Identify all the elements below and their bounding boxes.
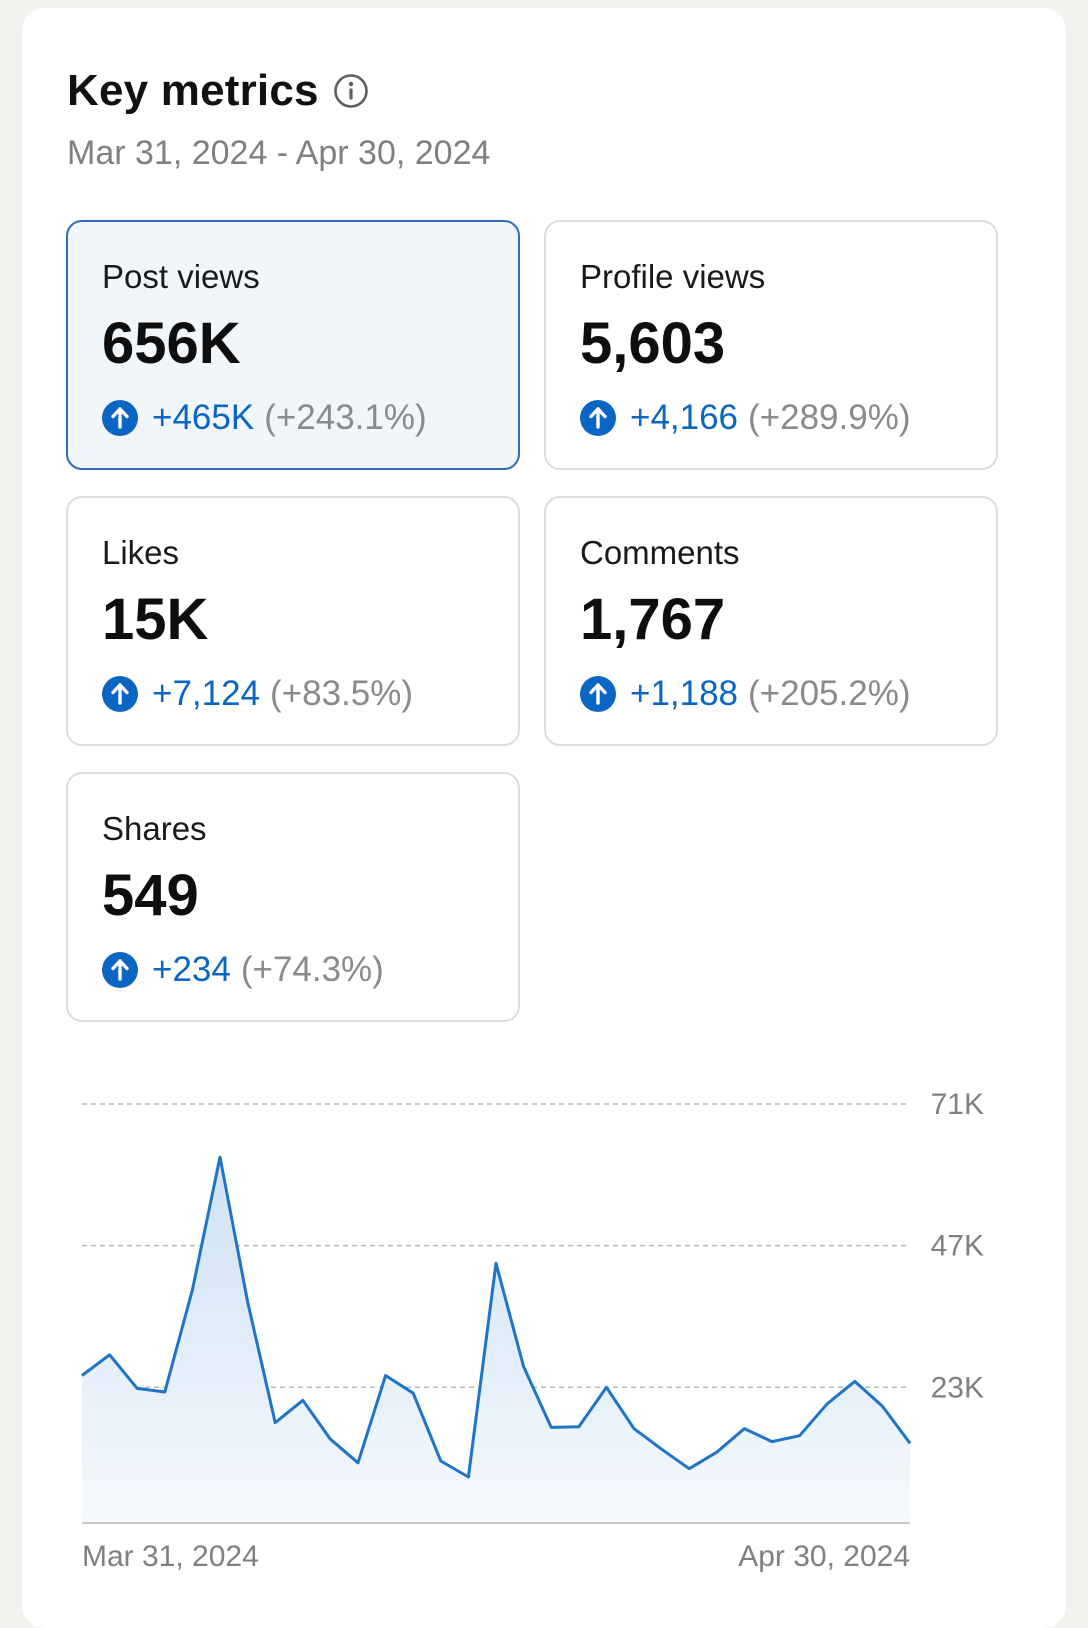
arrow-up-circle-icon	[102, 400, 138, 436]
data-point[interactable]	[159, 1386, 171, 1398]
metric-delta: +1,188	[630, 674, 739, 713]
data-point[interactable]	[794, 1430, 806, 1442]
area-fill	[82, 1157, 910, 1523]
metric-change: +1,188 (+205.2%)	[580, 674, 911, 714]
metric-value: 15K	[102, 587, 209, 652]
data-point[interactable]	[904, 1437, 916, 1449]
data-point[interactable]	[380, 1369, 392, 1381]
metric-change: +234 (+74.3%)	[102, 950, 384, 990]
arrow-up-circle-icon	[580, 400, 616, 436]
metric-label: Likes	[102, 534, 180, 571]
metric-value: 549	[102, 863, 199, 928]
data-point[interactable]	[849, 1375, 861, 1387]
data-point[interactable]	[242, 1296, 254, 1308]
data-point[interactable]	[876, 1400, 888, 1412]
data-point[interactable]	[186, 1284, 198, 1296]
arrow-up-circle-icon	[102, 676, 138, 712]
data-point[interactable]	[104, 1349, 116, 1361]
data-point[interactable]	[490, 1257, 502, 1269]
metric-change: +7,124 (+83.5%)	[102, 674, 413, 714]
data-point[interactable]	[683, 1463, 695, 1475]
metric-change: +4,166 (+289.9%)	[580, 398, 911, 438]
data-point[interactable]	[269, 1417, 281, 1429]
metric-card-post-views[interactable]: Post views 656K +465K (+243.1%)	[66, 220, 520, 470]
metric-change: +465K (+243.1%)	[102, 398, 427, 438]
date-range: Mar 31, 2024 - Apr 30, 2024	[67, 134, 491, 172]
metric-value: 1,767	[580, 587, 726, 652]
arrow-up-circle-icon	[580, 676, 616, 712]
title-row: Key metrics	[67, 66, 369, 116]
data-point[interactable]	[628, 1423, 640, 1435]
metric-delta: +7,124	[152, 674, 261, 713]
key-metrics-card: Key metrics Mar 31, 2024 - Apr 30, 2024 …	[22, 8, 1066, 1628]
data-point[interactable]	[435, 1455, 447, 1467]
data-point[interactable]	[214, 1151, 226, 1163]
info-circle-icon[interactable]	[333, 73, 369, 109]
metric-percent: (+83.5%)	[270, 674, 414, 713]
data-point[interactable]	[821, 1398, 833, 1410]
arrow-up-circle-icon	[102, 952, 138, 988]
data-point[interactable]	[462, 1471, 474, 1483]
data-point[interactable]	[711, 1446, 723, 1458]
data-point[interactable]	[352, 1457, 364, 1469]
y-tick-label: 23K	[931, 1371, 984, 1404]
post-views-area-chart[interactable]: 23K 47K 71K Mar 31, 2024 Apr 30, 2024	[22, 1068, 1066, 1608]
data-point[interactable]	[738, 1423, 750, 1435]
metric-percent: (+74.3%)	[240, 950, 384, 989]
metric-card-shares[interactable]: Shares 549 +234 (+74.3%)	[66, 772, 520, 1022]
data-point[interactable]	[518, 1361, 530, 1373]
data-point[interactable]	[297, 1394, 309, 1406]
metric-label: Shares	[102, 810, 207, 847]
data-point[interactable]	[600, 1381, 612, 1393]
data-point[interactable]	[656, 1443, 668, 1455]
x-tick-label: Apr 30, 2024	[738, 1540, 910, 1573]
series-line	[81, 1155, 912, 1479]
data-point[interactable]	[407, 1387, 419, 1399]
x-tick-label: Mar 31, 2024	[82, 1540, 259, 1573]
metric-delta: +465K	[152, 398, 255, 437]
metric-percent: (+243.1%)	[264, 398, 427, 437]
metric-percent: (+289.9%)	[748, 398, 911, 437]
y-tick-label: 47K	[931, 1230, 984, 1263]
metric-percent: (+205.2%)	[748, 674, 911, 713]
data-point[interactable]	[545, 1421, 557, 1433]
metric-label: Post views	[102, 258, 260, 295]
metric-value: 5,603	[580, 311, 726, 376]
metric-card-likes[interactable]: Likes 15K +7,124 (+83.5%)	[66, 496, 520, 746]
metric-delta: +234	[152, 950, 231, 989]
data-point[interactable]	[324, 1433, 336, 1445]
metric-value: 656K	[102, 311, 241, 376]
data-point[interactable]	[131, 1382, 143, 1394]
page-title: Key metrics	[67, 66, 319, 115]
data-point[interactable]	[766, 1436, 778, 1448]
data-point[interactable]	[76, 1369, 88, 1381]
metric-label: Profile views	[580, 258, 766, 295]
data-point[interactable]	[573, 1421, 585, 1433]
metric-delta: +4,166	[630, 398, 739, 437]
metric-card-profile-views[interactable]: Profile views 5,603 +4,166 (+289.9%)	[544, 220, 998, 470]
metric-card-comments[interactable]: Comments 1,767 +1,188 (+205.2%)	[544, 496, 998, 746]
y-tick-label: 71K	[931, 1088, 984, 1121]
metric-label: Comments	[580, 534, 740, 571]
